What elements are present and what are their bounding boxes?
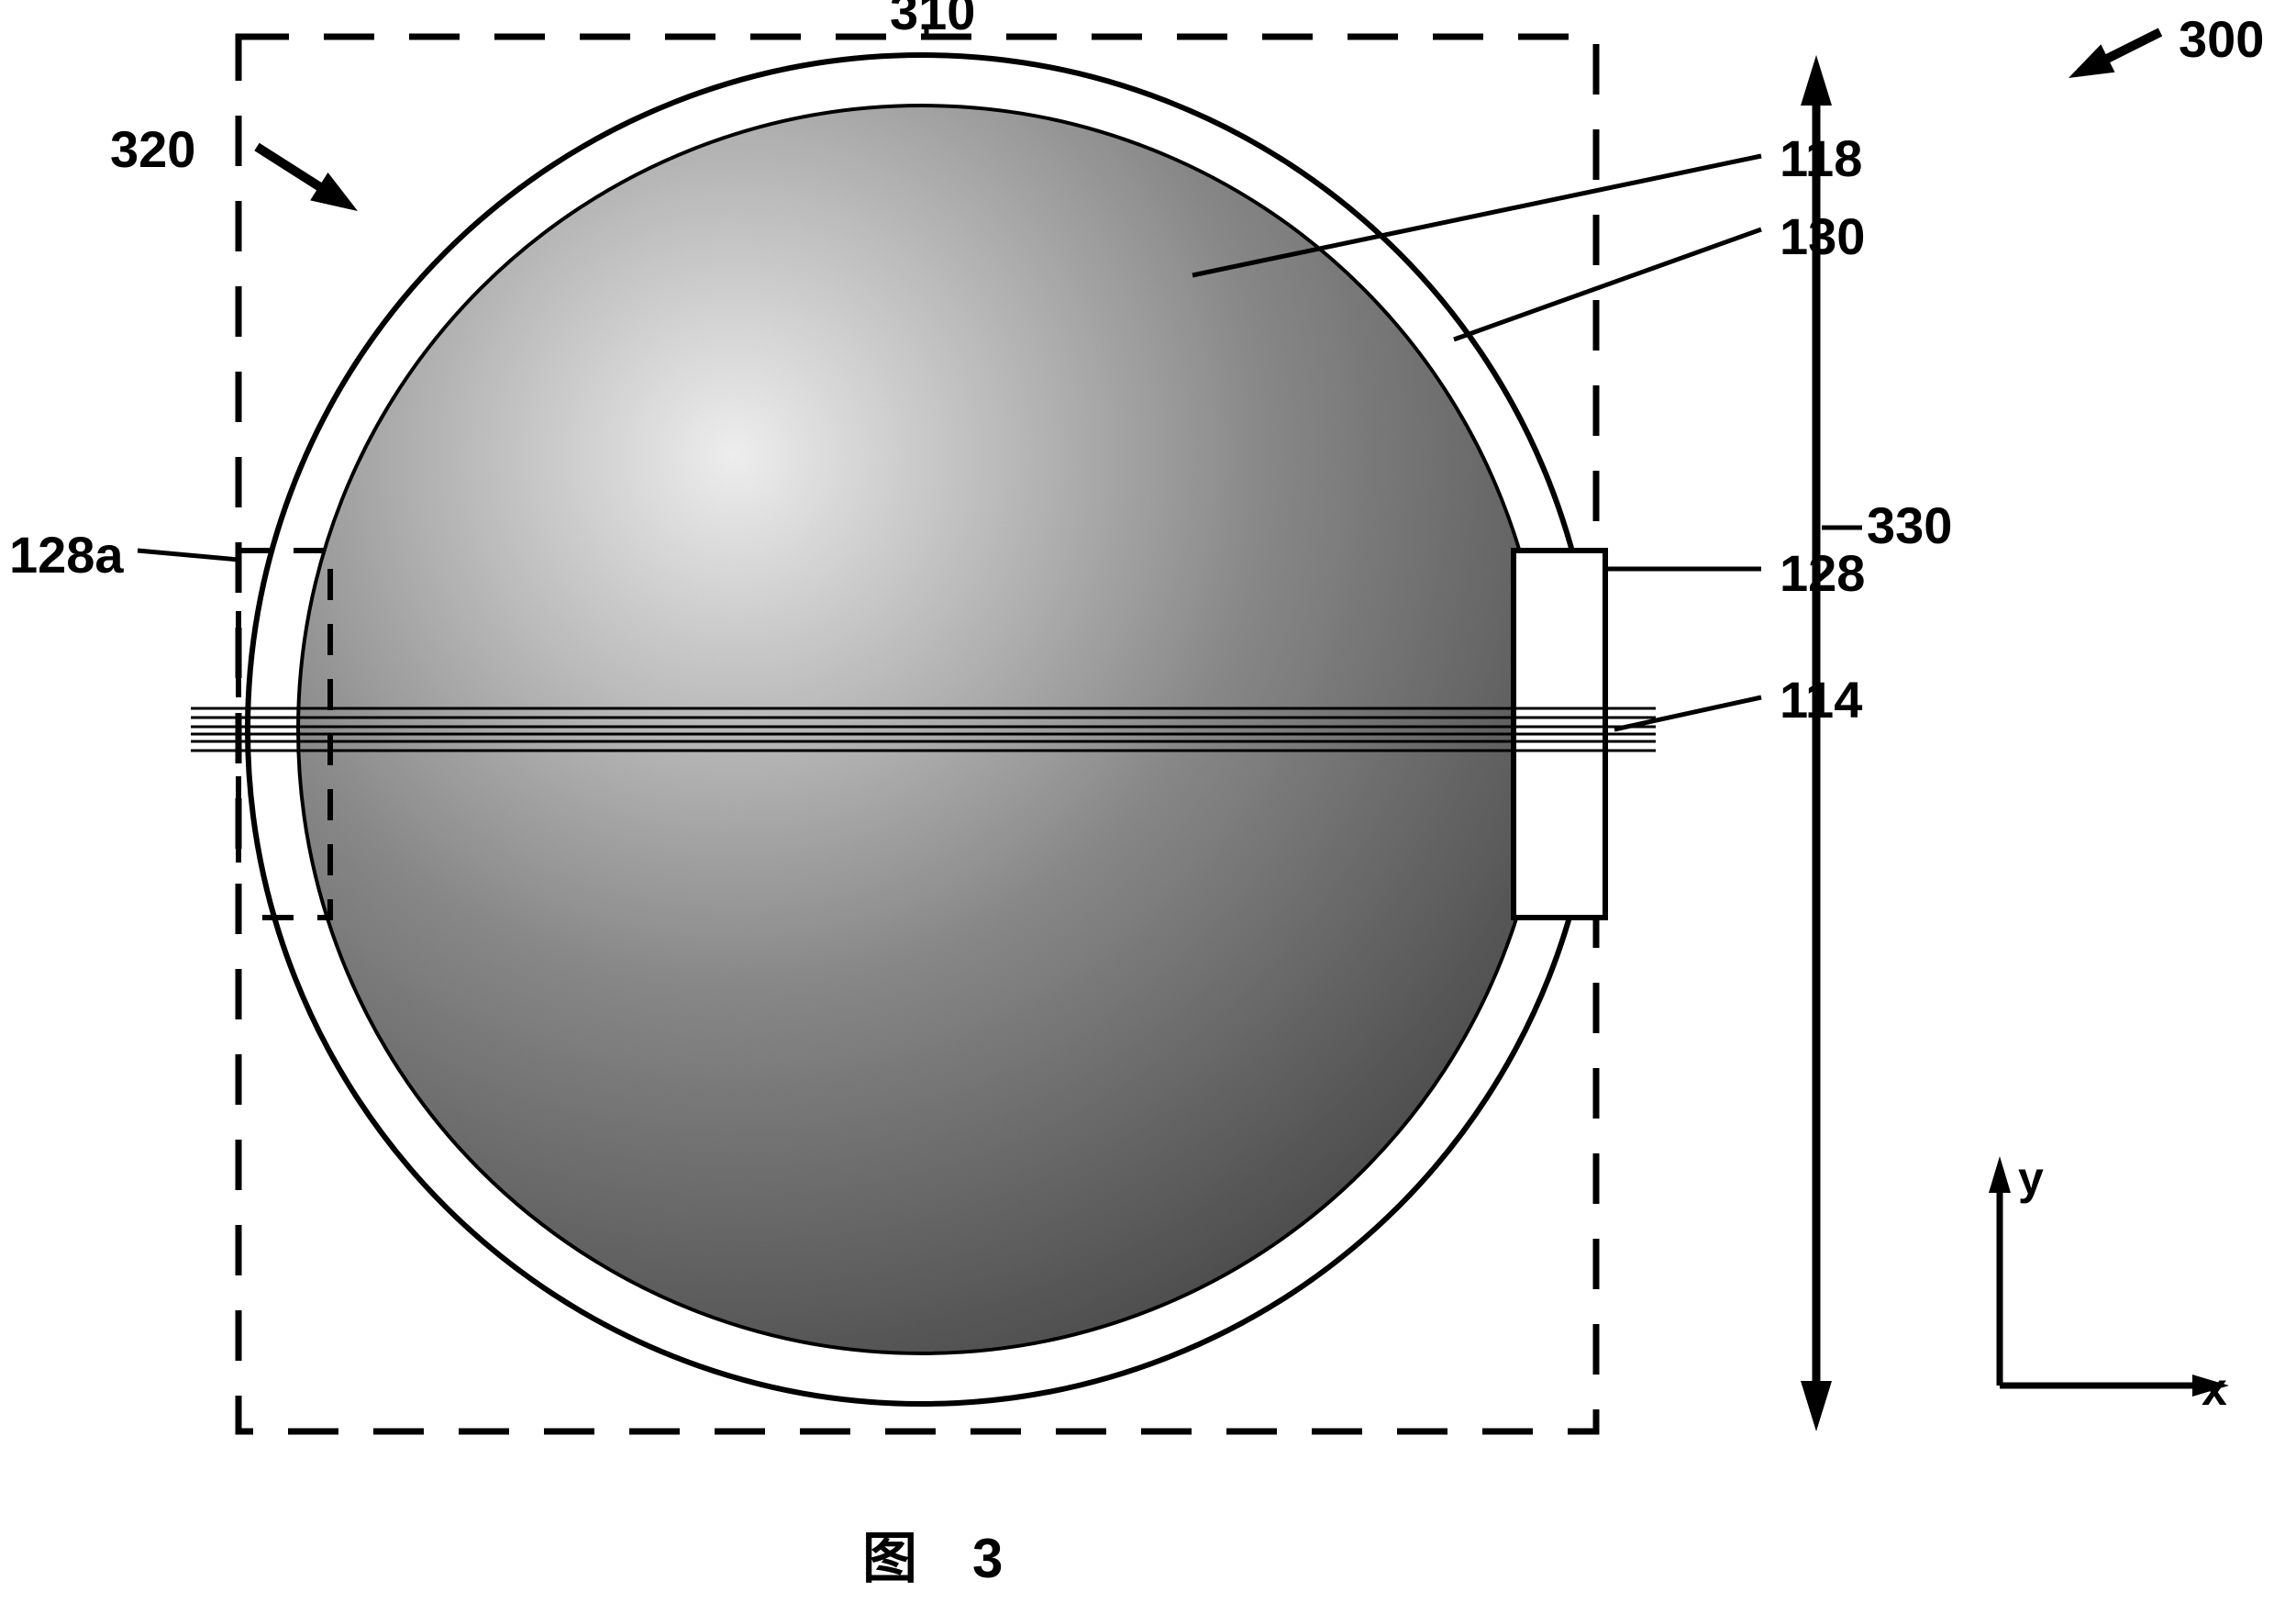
label-114: 114 [1780,670,1862,729]
label-130: 130 [1780,206,1865,266]
label-320: 320 [110,119,195,179]
figure-caption: 图 3 [862,1514,1003,1594]
label-128: 128 [1780,543,1865,603]
label-118: 118 [1780,128,1862,188]
band-114 [191,707,1656,752]
label-300: 300 [2179,9,2264,69]
leader-128a [138,551,238,560]
axis-label-y: y [2018,1152,2044,1205]
leader-130 [1454,229,1761,340]
axis-label-x: x [2202,1363,2227,1416]
label-330: 330 [1867,495,1952,555]
label-128a: 128a [9,525,124,584]
label-310: 310 [890,0,975,41]
